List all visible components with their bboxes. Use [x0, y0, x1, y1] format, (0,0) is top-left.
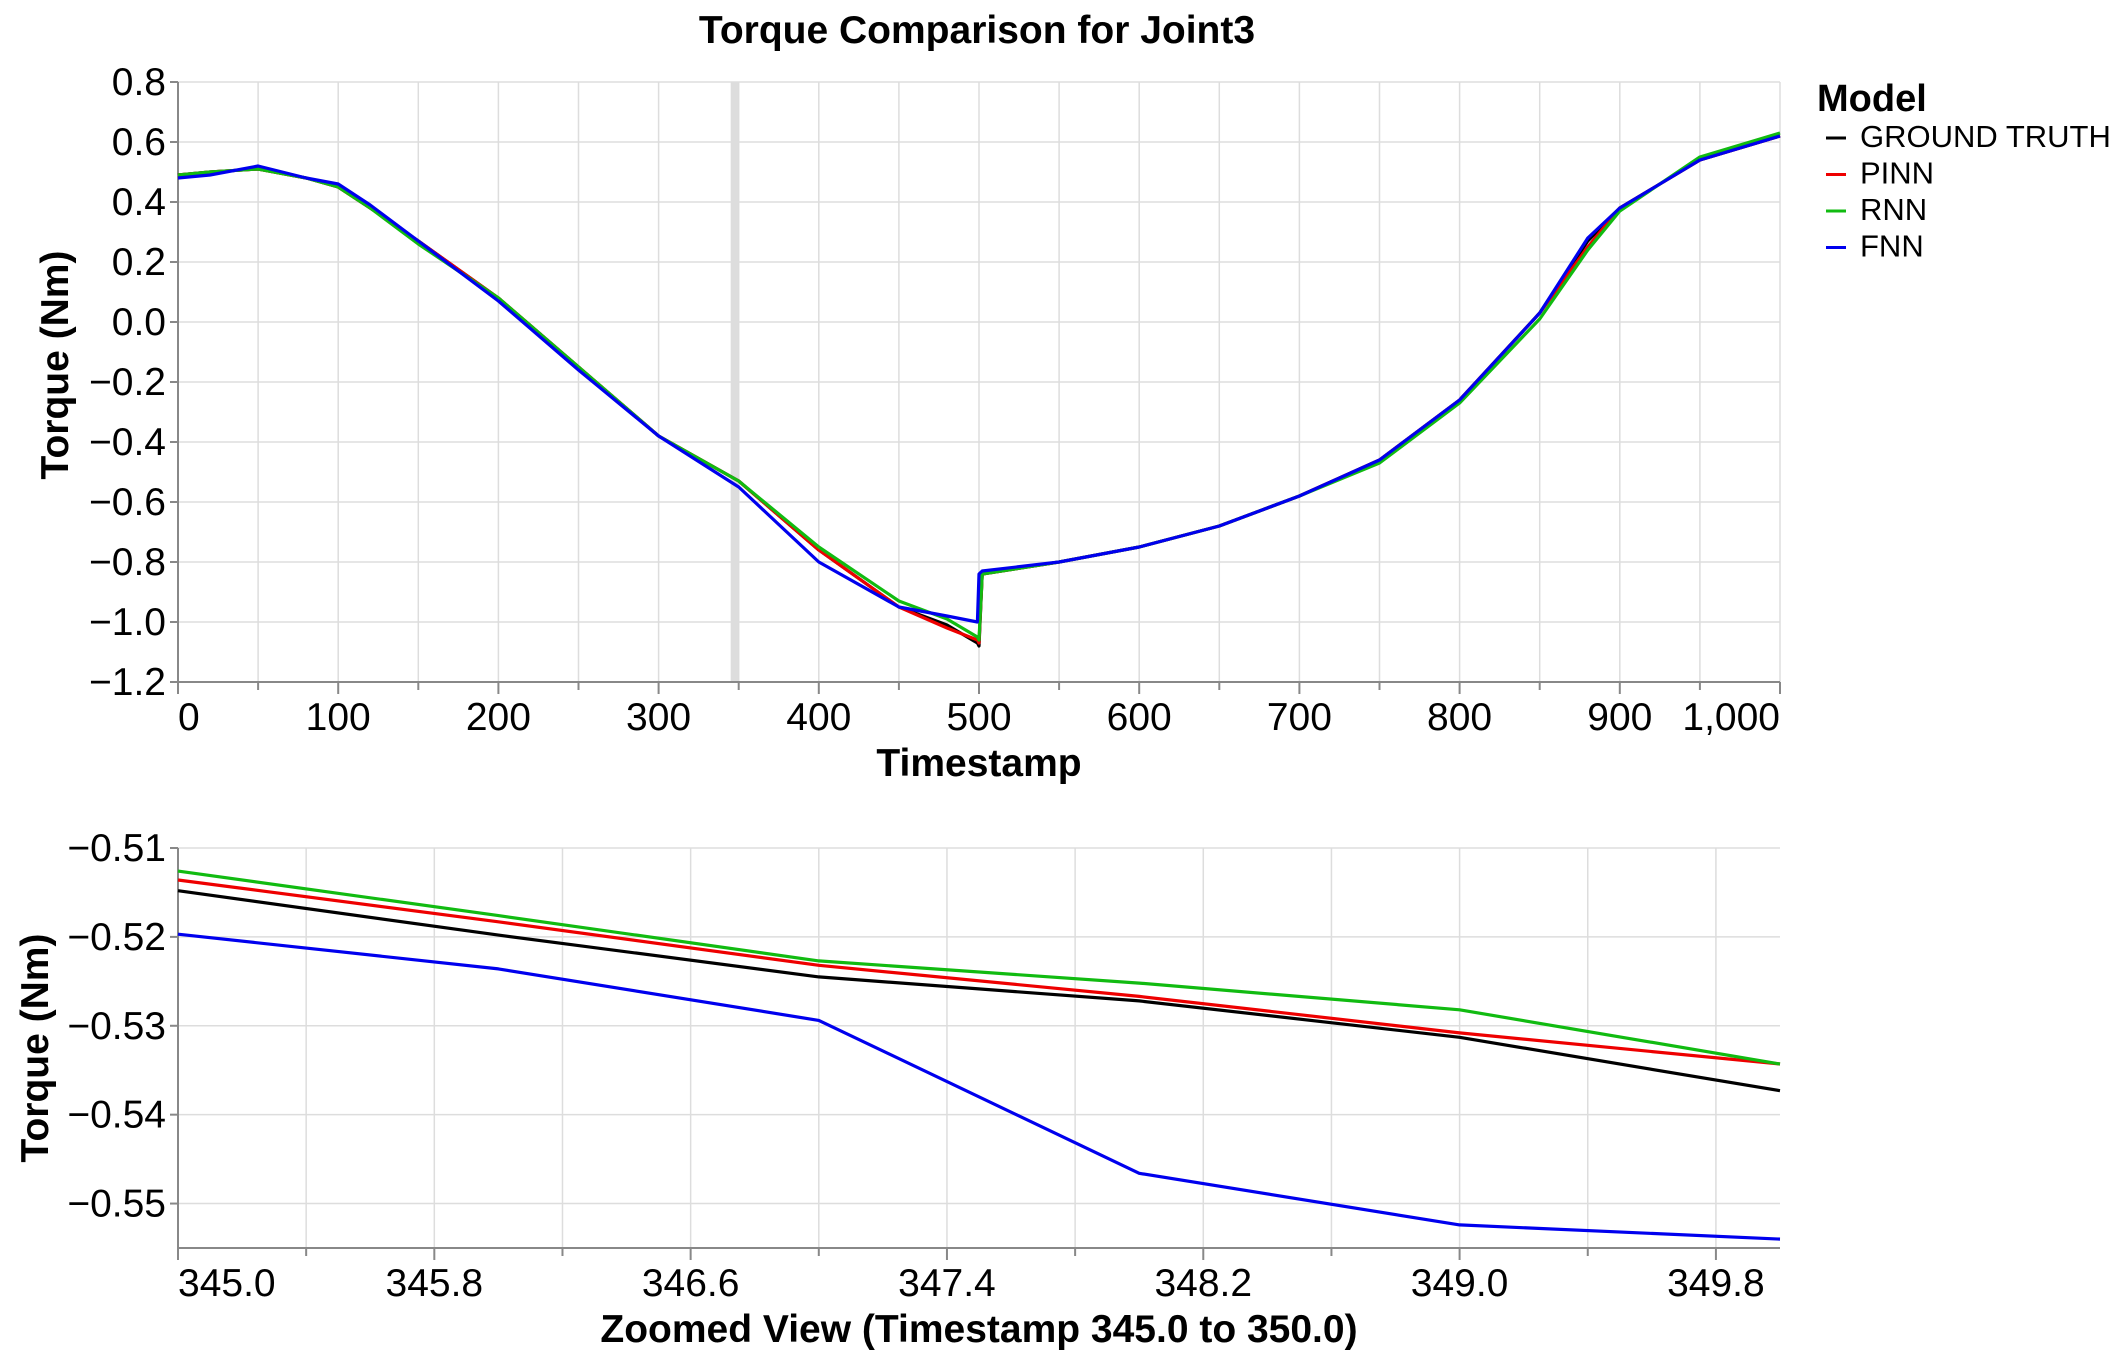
zoom-x-tick-label: 345.0 — [178, 1262, 276, 1305]
main-x-tick-label: 1,000 — [1682, 696, 1780, 739]
legend-label: GROUND TRUTH — [1860, 119, 2111, 154]
zoom-series-line-rnn — [177, 869, 1781, 1066]
main-x-tick-label: 600 — [1107, 696, 1172, 739]
legend-label: FNN — [1860, 229, 1924, 264]
legend-label: PINN — [1860, 156, 1934, 191]
main-series-line-fnn — [177, 134, 1781, 624]
main-x-tick-label: 300 — [626, 696, 691, 739]
legend-title: Model — [1817, 78, 1927, 120]
main-x-tick-label: 900 — [1587, 696, 1652, 739]
zoom-y-tick-label: −0.55 — [67, 1183, 166, 1226]
main-x-axis-title: Timestamp — [876, 742, 1081, 785]
zoom-y-tick-label: −0.53 — [67, 1005, 166, 1048]
main-y-tick-label: −0.6 — [89, 481, 166, 524]
main-y-tick-label: −1.0 — [89, 601, 166, 644]
zoom-x-tick-label: 348.2 — [1154, 1262, 1252, 1305]
zoom-y-axis-title: Torque (Nm) — [14, 934, 57, 1163]
zoom-y-tick-label: −0.51 — [67, 827, 166, 870]
main-y-axis-title: Torque (Nm) — [34, 251, 77, 480]
main-plot-panel: 0 100 200 300 400 500 600 700 800 900 1,000 0.8 0.6 0… — [89, 61, 1781, 739]
main-y-tick-label: −1.2 — [89, 661, 166, 704]
zoom-x-axis-title: Zoomed View (Timestamp 345.0 to 350.0) — [600, 1308, 1357, 1351]
zoom-y-tick-label: −0.54 — [67, 1094, 166, 1137]
main-y-tick-label: 0.2 — [112, 241, 166, 284]
legend-label: RNN — [1860, 192, 1927, 227]
zoom-series-line-ground-truth — [177, 889, 1781, 1093]
zoom-x-tick-label: 347.4 — [898, 1262, 996, 1305]
main-x-tick-label: 500 — [946, 696, 1011, 739]
main-y-tick-label: 0.8 — [112, 61, 166, 104]
main-y-tick-label: 0.6 — [112, 121, 166, 164]
main-x-tick-label: 0 — [178, 696, 200, 739]
zoom-x-tick-label: 349.8 — [1667, 1262, 1765, 1305]
zoom-x-tick-label: 349.0 — [1411, 1262, 1509, 1305]
main-y-tick-label: −0.4 — [89, 421, 166, 464]
zoom-series-line-pinn — [177, 878, 1781, 1066]
main-series-line-rnn — [177, 131, 1781, 642]
zoom-y-tick-label: −0.52 — [67, 916, 166, 959]
main-x-tick-label: 800 — [1427, 696, 1492, 739]
main-x-tick-label: 200 — [466, 696, 531, 739]
main-x-tick-label: 100 — [306, 696, 371, 739]
zoom-x-tick-label: 346.6 — [642, 1262, 740, 1305]
zoom-x-tick-label: 345.8 — [386, 1262, 484, 1305]
main-x-tick-label: 400 — [786, 696, 851, 739]
main-y-tick-label: 0.4 — [112, 181, 166, 224]
chart-title: Torque Comparison for Joint3 — [699, 9, 1255, 52]
zoom-series-line-fnn — [177, 932, 1781, 1241]
zoom-plot-panel: 345.0 345.8 346.6 347.4 348.2 349.0 349.8 −0.51… — [67, 827, 1781, 1305]
main-y-tick-label: −0.8 — [89, 541, 166, 584]
main-y-tick-label: 0.0 — [112, 301, 166, 344]
main-y-tick-label: −0.2 — [89, 361, 166, 404]
main-x-tick-label: 700 — [1267, 696, 1332, 739]
